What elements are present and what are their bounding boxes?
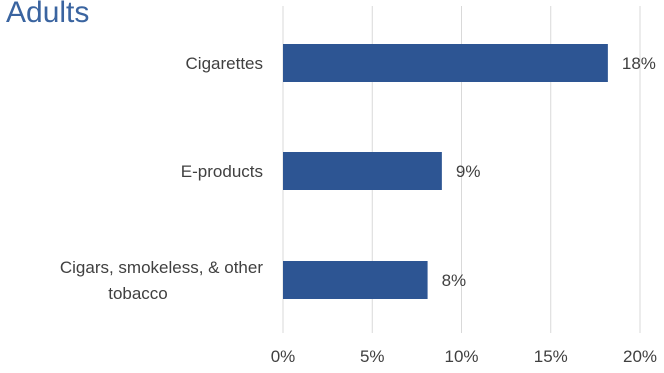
bar <box>283 44 608 82</box>
x-tick-label: 5% <box>360 347 385 366</box>
bar <box>283 261 428 299</box>
x-tick-label: 0% <box>271 347 296 366</box>
bar <box>283 152 442 190</box>
x-tick-label: 15% <box>534 347 568 366</box>
chart-title: Adults <box>6 0 90 29</box>
x-tick-label: 10% <box>444 347 478 366</box>
category-label: Cigarettes <box>186 54 263 73</box>
data-label: 9% <box>456 162 481 181</box>
data-label: 18% <box>622 54 656 73</box>
category-label: E-products <box>181 162 263 181</box>
category-label: tobacco <box>108 284 168 303</box>
x-tick-label: 20% <box>623 347 657 366</box>
category-label: Cigars, smokeless, & other <box>60 258 263 277</box>
data-label: 8% <box>442 271 467 290</box>
